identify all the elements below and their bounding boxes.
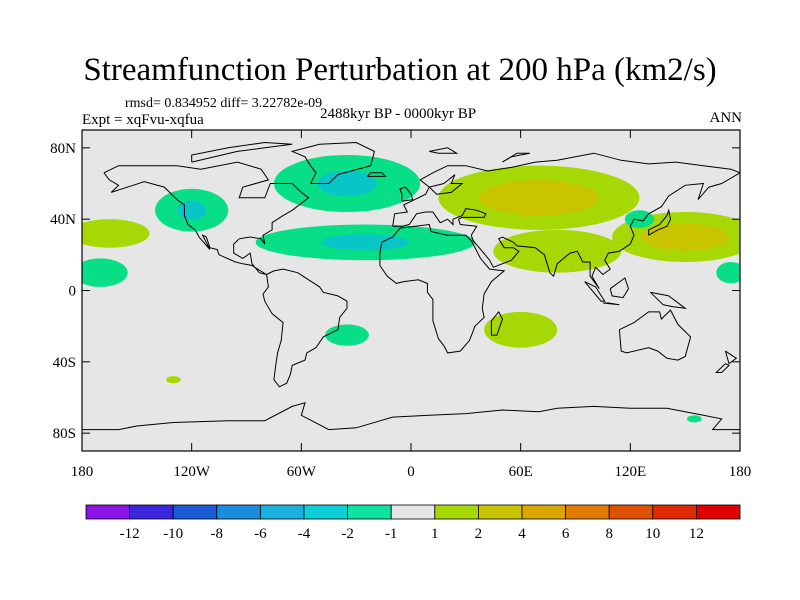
- coastline: [618, 309, 692, 361]
- season-label: ANN: [709, 110, 743, 126]
- colorbar-label: -10: [163, 526, 183, 542]
- colorbar-label: -4: [298, 526, 311, 542]
- coastline: [490, 310, 503, 336]
- colorbar-label: 12: [689, 526, 704, 542]
- colorbar-swatch: [521, 504, 566, 520]
- colorbar-label: 10: [645, 526, 660, 542]
- x-tick-label: 60E: [509, 464, 533, 480]
- coastline: [82, 402, 740, 431]
- y-tick-label: 40N: [50, 212, 76, 228]
- coastline: [366, 172, 387, 177]
- coastline: [650, 291, 688, 310]
- anomaly-region: [82, 219, 150, 248]
- x-tick-label: 120W: [173, 464, 211, 480]
- anomaly-core: [317, 170, 377, 197]
- coastline: [724, 350, 738, 365]
- coastline: [648, 208, 672, 236]
- colorbar-label: 6: [562, 526, 570, 542]
- colorbar-swatch: [696, 504, 741, 520]
- colorbar-swatch: [608, 504, 654, 520]
- anomaly-region: [166, 376, 181, 384]
- period-label: 2488kyr BP - 0000kyr BP: [320, 106, 477, 122]
- anomaly-core: [641, 223, 730, 251]
- colorbar-label: 2: [475, 526, 483, 542]
- colorbar-label: -6: [254, 526, 267, 542]
- colorbar-label: 4: [518, 526, 526, 542]
- coastline: [584, 281, 606, 302]
- colorbar-swatch: [259, 504, 305, 520]
- coastline: [392, 152, 740, 289]
- colorbar-label: -2: [341, 526, 354, 542]
- coastline: [602, 302, 620, 306]
- x-tick-label: 180: [729, 464, 752, 480]
- coastline: [714, 363, 730, 373]
- y-tick-label: 40S: [53, 355, 76, 371]
- y-tick-label: 80N: [50, 141, 76, 157]
- colorbar-label: 8: [605, 526, 613, 542]
- coastline: [429, 147, 459, 154]
- colorbar-swatch: [477, 504, 523, 520]
- colorbar-swatch: [347, 504, 392, 520]
- coastline: [399, 186, 414, 202]
- y-tick-label: 0: [69, 284, 77, 300]
- colorbar-swatch: [85, 504, 130, 520]
- x-tick-label: 60W: [287, 464, 317, 480]
- coastline: [379, 223, 506, 354]
- colorbar-swatch: [303, 504, 348, 520]
- coastline: [428, 174, 464, 195]
- coastline: [609, 277, 630, 299]
- stats-line: rmsd= 0.834952 diff= 3.22782e-09: [125, 96, 323, 111]
- anomaly-core: [321, 234, 410, 251]
- anomaly-core: [478, 180, 600, 216]
- experiment-label: Expt = xqFvu-xqfua: [82, 112, 204, 128]
- anomaly-region: [82, 258, 128, 287]
- x-tick-label: 0: [407, 464, 415, 480]
- colorbar-swatch: [129, 504, 174, 520]
- coastline: [191, 141, 293, 163]
- x-tick-label: 180: [71, 464, 94, 480]
- coastline: [262, 268, 348, 388]
- colorbar-swatch: [565, 504, 610, 520]
- anomaly-region: [716, 261, 740, 284]
- colorbar-label: -12: [120, 526, 140, 542]
- coastline: [290, 141, 375, 184]
- colorbar-label: -8: [211, 526, 224, 542]
- colorbar-label: -1: [385, 526, 398, 542]
- anomaly-region: [686, 415, 702, 423]
- anomaly-region: [484, 311, 558, 348]
- colorbar-swatch: [216, 504, 261, 520]
- colorbar-swatch: [434, 504, 479, 520]
- colorbar-swatch: [390, 504, 436, 520]
- anomaly-region: [493, 229, 622, 273]
- anomaly-core: [177, 200, 207, 220]
- colorbar-label: 1: [431, 526, 439, 542]
- coastline: [103, 161, 310, 275]
- y-tick-label: 80S: [53, 426, 76, 442]
- colorbar-swatch: [652, 504, 697, 520]
- colorbar-swatch: [172, 504, 218, 520]
- anomaly-region: [325, 324, 369, 346]
- x-tick-label: 120E: [614, 464, 646, 480]
- map-title: Streamfunction Perturbation at 200 hPa (…: [83, 52, 717, 88]
- coastline: [502, 152, 530, 163]
